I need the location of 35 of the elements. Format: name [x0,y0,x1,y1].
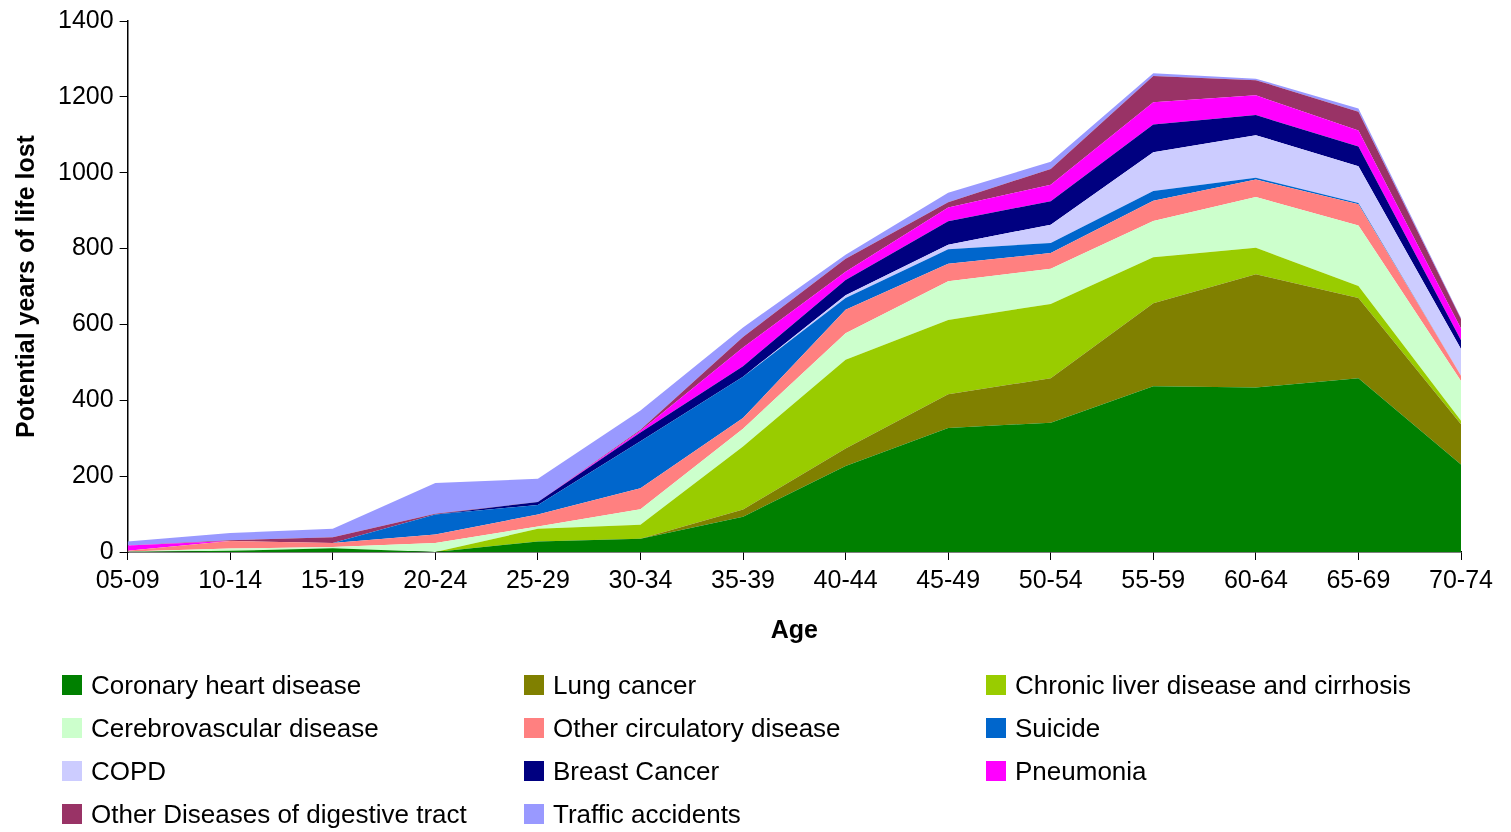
y-tick-label: 1000 [57,156,114,185]
x-tick-label: 30-34 [608,564,673,593]
x-tick-label: 50-54 [1018,564,1083,593]
legend-label: COPD [91,755,167,787]
legend-label: Traffic accidents [553,798,741,830]
x-axis-title: Age [770,614,819,643]
y-tick-label: 200 [71,460,114,489]
legend-label: Suicide [1015,712,1101,744]
legend-label: Cerebrovascular disease [91,712,379,744]
legend-label: Lung cancer [553,669,697,701]
legend-label: Coronary heart disease [91,669,362,701]
x-tick-label: 55-59 [1121,564,1186,593]
x-tick-label: 65-69 [1326,564,1391,593]
x-tick-label: 20-24 [403,564,468,593]
legend-label: Other circulatory disease [553,712,841,744]
x-tick-label: 10-14 [198,564,263,593]
x-tick-label: 45-49 [916,564,981,593]
x-tick-label: 60-64 [1223,564,1288,593]
legend-label: Other Diseases of digestive tract [91,798,467,830]
y-tick-label: 600 [71,308,114,337]
x-tick-label: 40-44 [813,564,878,593]
x-tick-label: 35-39 [711,564,775,593]
x-tick-label: 15-19 [300,564,365,593]
y-tick-label: 400 [71,384,114,413]
y-tick-label: 0 [99,535,114,564]
legend-label: Pneumonia [1015,755,1147,787]
legend-label: Chronic liver disease and cirrhosis [1015,669,1411,701]
y-tick-label: 800 [71,232,114,261]
legend-label: Breast Cancer [553,755,720,787]
x-tick-label: 05-09 [95,564,160,593]
x-tick-label: 25-29 [505,564,570,593]
x-tick-label: 70-74 [1429,564,1494,593]
y-tick-label: 1200 [57,80,114,109]
y-tick-label: 1400 [57,4,114,33]
y-axis-title: Potential years of life lost [10,134,39,438]
